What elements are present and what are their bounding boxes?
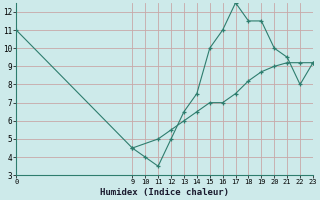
X-axis label: Humidex (Indice chaleur): Humidex (Indice chaleur) <box>100 188 229 197</box>
